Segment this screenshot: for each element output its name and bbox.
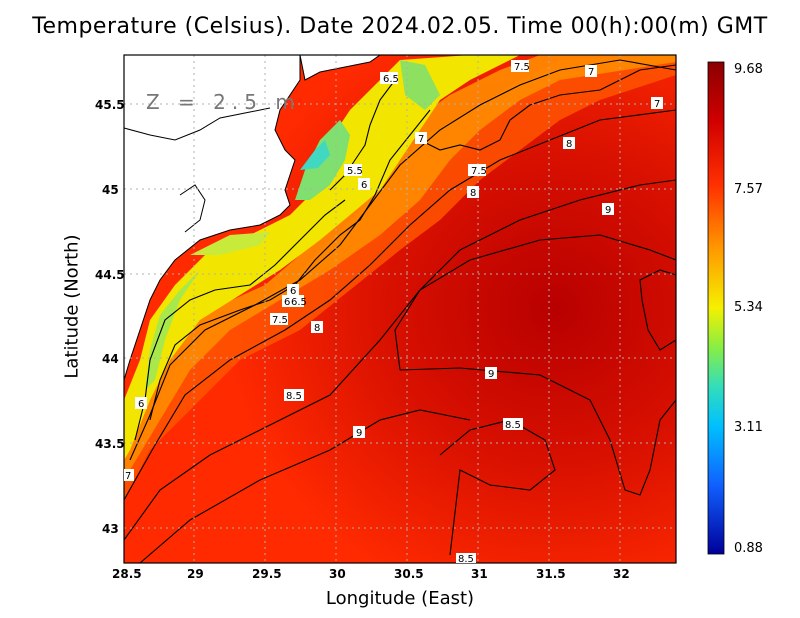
x-tick-labels: 28.5 29 29.5 30 30.5 31 31.5 32 [112, 567, 630, 581]
temperature-field [124, 55, 676, 563]
colorbar [707, 61, 725, 555]
x-tick-label: 31.5 [536, 567, 566, 581]
x-tick-label: 30.5 [394, 567, 424, 581]
x-tick-label: 30 [329, 567, 346, 581]
x-tick-label: 28.5 [112, 567, 142, 581]
contour-label: 6 [361, 180, 367, 191]
contour-label: 7 [588, 67, 594, 78]
depth-label: Z = 2.5 m [146, 90, 301, 114]
plot-frame [123, 54, 677, 564]
y-tick-label: 45 [102, 183, 119, 197]
contour-label: 6.5 [383, 74, 399, 85]
contour-label: 9 [605, 205, 611, 216]
land-mass [124, 55, 301, 381]
contour-label: 7 [418, 134, 424, 145]
x-tick-label: 29.5 [252, 567, 282, 581]
y-tick-label: 43.5 [95, 437, 125, 451]
contour-label: 8 [314, 323, 320, 334]
y-axis-label: Latitude (North) [61, 234, 83, 379]
contour-label: 9 [488, 369, 494, 380]
x-tick-label: 29 [187, 567, 204, 581]
colorbar-label: 3.11 [734, 420, 763, 435]
contour-label: 5.5 [347, 166, 363, 177]
contour-lines [124, 59, 676, 563]
contour-label: 8 [470, 188, 476, 199]
x-axis-label: Longitude (East) [325, 588, 475, 609]
contour-label: 7.5 [471, 166, 487, 177]
contour-label: 9 [356, 428, 362, 439]
contour-label: 6 [138, 399, 144, 410]
contour-label: 8 [566, 139, 572, 150]
contour-label: 7 [125, 471, 131, 482]
contour-label-group: 6.5 7.5 7 7 8 7 7.5 5.5 6 8 9 6 6 6.5 7.… [124, 60, 663, 565]
colorbar-label: 5.34 [734, 300, 763, 315]
map-title: Temperature (Celsius). Date 2024.02.05. … [32, 14, 768, 39]
contour-label: 8.5 [505, 420, 521, 431]
contour-label: 7.5 [272, 315, 288, 326]
contour-label: 7.5 [514, 62, 530, 73]
colorbar-label: 7.57 [734, 182, 763, 197]
grid-lines [124, 55, 676, 563]
contour-label: 6 [290, 286, 296, 297]
contour-label: 6.5 [291, 297, 307, 308]
contour-label: 8.5 [286, 391, 302, 402]
y-tick-label: 43 [102, 522, 119, 536]
y-tick-label: 44 [102, 352, 119, 366]
x-tick-label: 31 [471, 567, 488, 581]
y-tick-label: 44.5 [95, 268, 125, 282]
colorbar-label-min: 0.88 [734, 541, 763, 556]
contour-label: 7 [654, 99, 660, 110]
y-tick-label: 45.5 [95, 98, 125, 112]
contour-label: 8.5 [458, 554, 474, 565]
y-tick-labels: 43 43.5 44 44.5 45 45.5 [95, 98, 125, 536]
x-tick-label: 32 [613, 567, 630, 581]
colorbar-label-max: 9.68 [734, 62, 763, 77]
contour-label: 6 [284, 297, 290, 308]
